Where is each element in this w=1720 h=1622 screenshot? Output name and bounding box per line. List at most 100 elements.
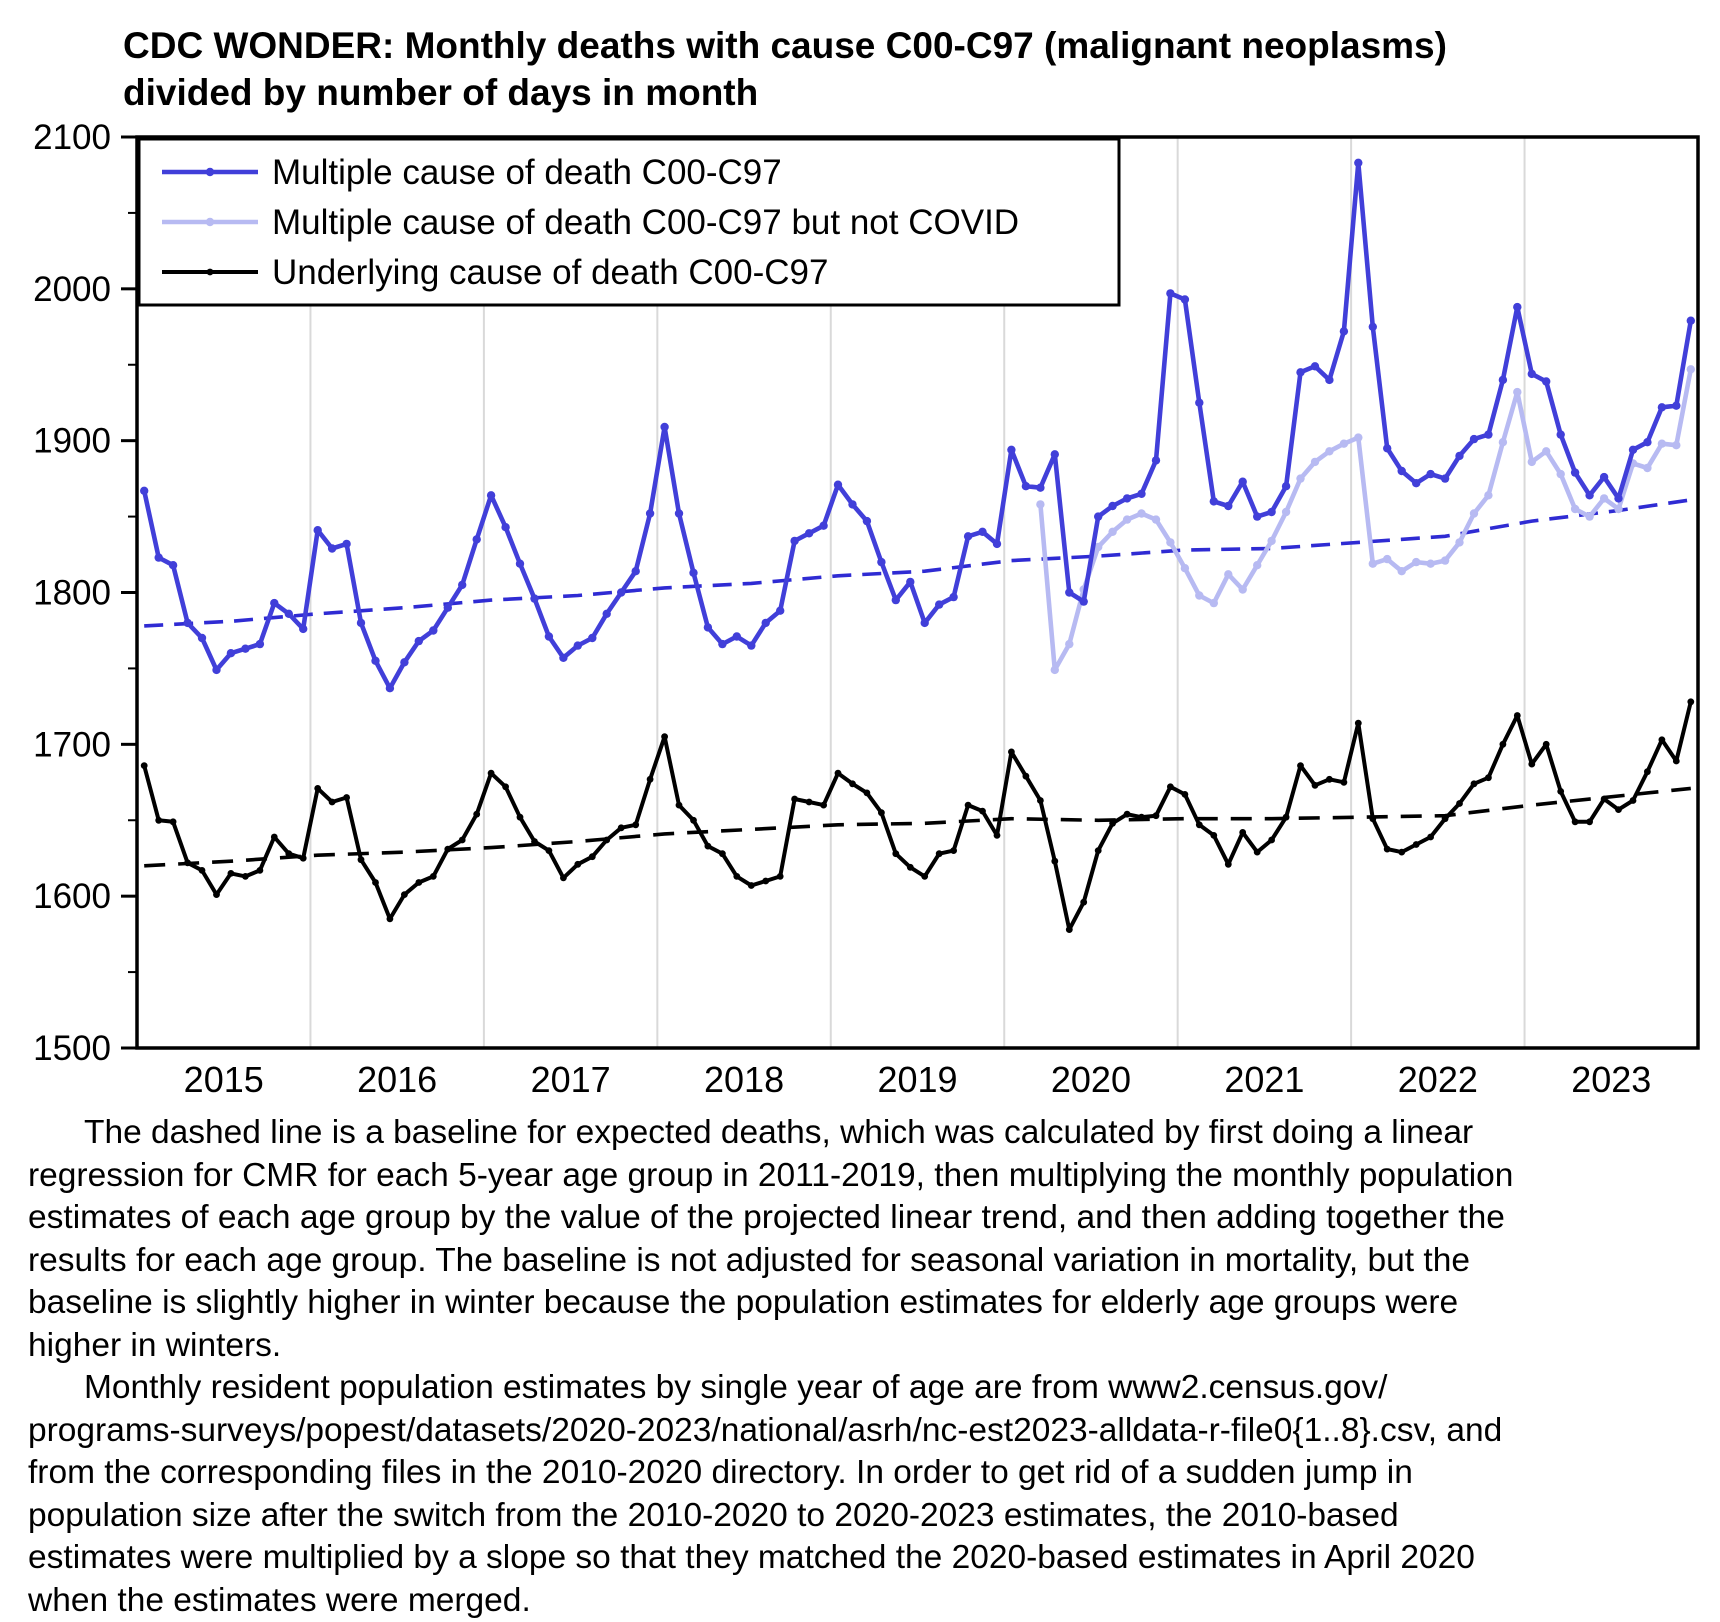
data-point-marker xyxy=(1050,665,1060,675)
data-point-marker xyxy=(935,600,944,609)
data-point-marker xyxy=(1109,819,1116,827)
data-point-marker xyxy=(299,624,308,634)
data-point-marker xyxy=(343,794,350,801)
data-point-marker xyxy=(1065,639,1074,649)
data-point-marker xyxy=(1397,466,1406,476)
data-point-marker xyxy=(602,609,611,618)
chart-title-line1: CDC WONDER: Monthly deaths with cause C0… xyxy=(123,25,1447,66)
data-point-marker xyxy=(878,809,885,817)
data-point-marker xyxy=(1282,813,1290,821)
data-point-marker xyxy=(1498,375,1508,385)
data-point-marker xyxy=(1585,512,1594,521)
data-point-marker xyxy=(950,847,957,854)
data-point-marker xyxy=(256,867,264,874)
data-point-marker xyxy=(1570,504,1580,514)
footnote-text: The dashed line is a baseline for expect… xyxy=(28,1112,1698,1622)
data-point-marker xyxy=(371,656,380,665)
data-point-marker xyxy=(1672,441,1681,450)
data-point-marker xyxy=(1426,559,1435,568)
data-point-marker xyxy=(949,592,958,602)
data-point-marker xyxy=(372,879,379,886)
data-point-marker xyxy=(1036,483,1045,492)
data-point-marker xyxy=(1484,430,1493,439)
data-point-marker xyxy=(732,632,741,641)
data-point-marker xyxy=(1065,588,1074,597)
data-point-marker xyxy=(559,653,568,662)
data-point-marker xyxy=(1051,857,1059,865)
x-tick-label: 2023 xyxy=(1571,1059,1651,1100)
data-point-marker xyxy=(747,882,755,889)
data-point-marker xyxy=(1412,557,1421,567)
data-point-marker xyxy=(747,641,756,650)
data-point-marker xyxy=(979,807,986,815)
data-point-marker xyxy=(168,561,178,570)
data-point-marker xyxy=(790,536,799,546)
data-point-marker xyxy=(1267,536,1276,546)
data-point-marker xyxy=(285,850,293,858)
data-point-marker xyxy=(1615,806,1622,813)
data-point-marker xyxy=(314,785,322,792)
data-point-marker xyxy=(674,509,684,518)
data-point-marker xyxy=(1181,791,1189,798)
data-point-marker xyxy=(1628,445,1638,454)
data-point-marker xyxy=(588,853,596,861)
data-point-marker xyxy=(1195,398,1204,407)
data-point-marker xyxy=(963,532,973,541)
data-point-marker xyxy=(1513,712,1521,719)
data-point-marker xyxy=(1672,757,1680,765)
data-point-marker xyxy=(184,859,192,867)
data-point-marker xyxy=(270,598,279,608)
data-point-marker xyxy=(1138,813,1145,821)
data-point-marker xyxy=(1527,369,1537,379)
legend-marker-dot xyxy=(206,268,214,276)
data-point-marker xyxy=(762,877,770,885)
data-point-marker xyxy=(197,633,207,643)
legend-label: Multiple cause of death C00-C97 but not … xyxy=(272,203,1019,242)
y-tick-label: 1900 xyxy=(33,422,111,461)
data-point-marker xyxy=(833,480,843,489)
data-point-marker xyxy=(1528,760,1536,768)
data-point-marker xyxy=(617,824,625,832)
data-point-marker xyxy=(1224,860,1232,868)
data-point-marker xyxy=(776,873,784,880)
data-point-marker xyxy=(1672,401,1681,410)
data-point-marker xyxy=(1195,821,1203,829)
data-point-marker xyxy=(1383,444,1392,453)
x-tick-label: 2017 xyxy=(531,1059,611,1100)
data-point-marker xyxy=(270,833,278,841)
data-point-marker xyxy=(1657,439,1667,448)
data-point-marker xyxy=(1687,698,1695,706)
data-point-marker xyxy=(198,867,206,874)
x-tick-label: 2020 xyxy=(1051,1059,1131,1100)
data-point-marker xyxy=(1281,482,1291,491)
data-point-marker xyxy=(704,842,712,850)
data-point-marker xyxy=(877,557,886,567)
data-point-marker xyxy=(804,529,814,538)
data-point-marker xyxy=(1050,450,1060,459)
data-point-marker xyxy=(1686,316,1696,325)
data-point-marker xyxy=(1094,512,1103,521)
data-point-marker xyxy=(776,606,785,615)
series-0 xyxy=(140,158,1696,693)
data-point-marker xyxy=(1456,800,1463,807)
data-point-marker xyxy=(1542,377,1551,386)
data-point-marker xyxy=(1094,542,1103,552)
data-point-marker xyxy=(386,915,394,923)
data-point-marker xyxy=(906,577,915,587)
data-point-marker xyxy=(1614,494,1623,503)
data-point-marker xyxy=(660,422,669,432)
x-tick-label: 2022 xyxy=(1398,1059,1478,1100)
data-point-marker xyxy=(1440,556,1450,565)
data-point-marker xyxy=(848,500,857,509)
data-point-marker xyxy=(531,838,538,845)
data-point-marker xyxy=(401,891,408,898)
data-point-marker xyxy=(1629,797,1637,804)
data-point-marker xyxy=(1542,740,1550,748)
footnote-line: higher in winters. xyxy=(28,1326,282,1364)
data-point-marker xyxy=(473,810,481,818)
data-point-marker xyxy=(1224,570,1233,579)
data-point-marker xyxy=(443,603,452,612)
data-point-marker xyxy=(574,860,582,868)
x-axis-labels: 2015 2016 2017 2018 2019 2020 2021 2022 2023 xyxy=(184,1059,1652,1100)
